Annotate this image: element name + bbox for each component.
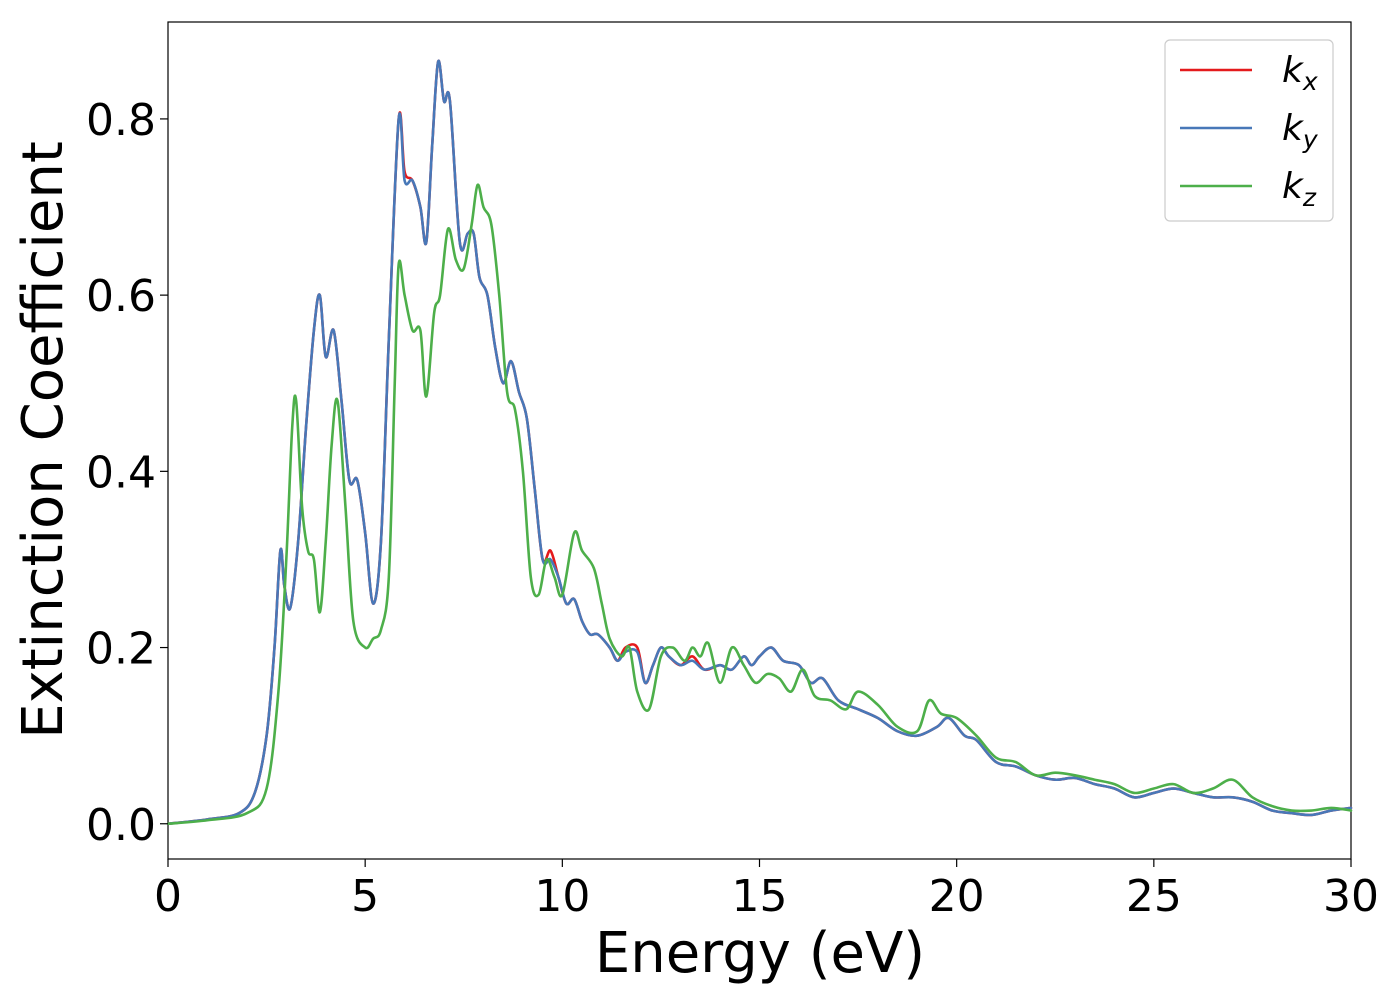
x-tick-label: 15 — [732, 871, 788, 922]
y-tick-label: 0.0 — [86, 800, 156, 851]
legend-label-subscript: z — [1302, 183, 1317, 212]
legend-frame — [1164, 39, 1334, 222]
y-axis-label: Extinction Coefficient — [11, 141, 76, 739]
legend-label-z: kz — [1282, 166, 1317, 212]
x-tick-label: 25 — [1126, 871, 1182, 922]
series-line-y — [166, 59, 1353, 826]
x-tick-label: 20 — [929, 871, 985, 922]
legend-label-base: k — [1282, 166, 1305, 207]
legend-label-x: kx — [1282, 50, 1318, 96]
legend-label-y: ky — [1282, 108, 1319, 154]
y-tick-label: 0.6 — [86, 271, 156, 322]
y-axis: 0.0 0.2 0.4 0.6 0.8 — [86, 95, 168, 851]
x-tick-label: 10 — [534, 871, 590, 922]
y-tick-label: 0.8 — [86, 95, 156, 146]
legend-label-subscript: y — [1302, 125, 1319, 154]
x-axis-label: Energy (eV) — [595, 921, 925, 986]
x-tick-label: 5 — [351, 871, 379, 922]
legend-label-base: k — [1282, 50, 1305, 91]
y-tick-label: 0.2 — [86, 624, 156, 675]
x-axis: 0 5 10 15 20 25 30 — [154, 859, 1379, 922]
legend-label-base: k — [1282, 108, 1305, 149]
legend-label-subscript: x — [1302, 67, 1318, 96]
y-tick-label: 0.4 — [86, 447, 156, 498]
x-tick-label: 30 — [1323, 871, 1379, 922]
x-tick-label: 0 — [154, 871, 182, 922]
series-layer — [166, 59, 1353, 826]
series-line-z — [166, 183, 1353, 826]
